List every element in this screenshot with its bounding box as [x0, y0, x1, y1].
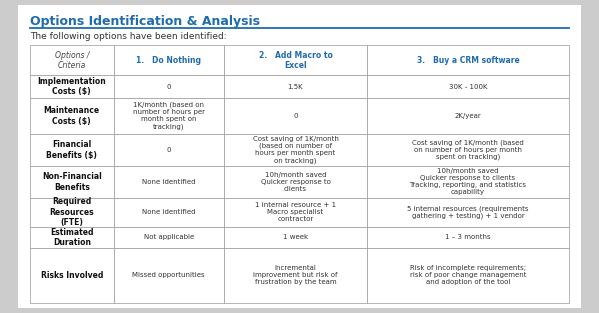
Text: Estimated
Duration: Estimated Duration: [50, 228, 93, 247]
Text: None identified: None identified: [142, 179, 195, 185]
Bar: [367, 75, 569, 98]
Bar: [367, 98, 569, 134]
Bar: [367, 248, 569, 303]
Bar: [30, 98, 114, 134]
Bar: [30, 134, 114, 166]
Text: 2.   Add Macro to
Excel: 2. Add Macro to Excel: [259, 50, 332, 70]
Text: Not applicable: Not applicable: [144, 234, 194, 240]
Text: Options /
Criteria: Options / Criteria: [55, 50, 89, 70]
Bar: [224, 75, 367, 98]
Bar: [224, 166, 367, 198]
Bar: [224, 248, 367, 303]
Bar: [114, 248, 224, 303]
Text: Missed opportunities: Missed opportunities: [132, 272, 205, 278]
Text: Financial
Benefits ($): Financial Benefits ($): [46, 140, 97, 160]
Text: Cost saving of 1K/month (based
on number of hours per month
spent on tracking): Cost saving of 1K/month (based on number…: [412, 139, 524, 160]
Text: 1K/month (based on
number of hours per
month spent on
tracking): 1K/month (based on number of hours per m…: [133, 102, 205, 130]
Bar: [367, 227, 569, 248]
Bar: [367, 134, 569, 166]
Bar: [224, 45, 367, 75]
Bar: [367, 198, 569, 227]
Text: Risks Involved: Risks Involved: [41, 271, 103, 280]
Text: Implementation
Costs ($): Implementation Costs ($): [37, 77, 106, 96]
Text: 1.5K: 1.5K: [288, 84, 303, 90]
Bar: [114, 198, 224, 227]
Bar: [30, 248, 114, 303]
Bar: [30, 75, 114, 98]
Text: The following options have been identified:: The following options have been identifi…: [30, 32, 226, 41]
Text: Cost saving of 1K/month
(based on number of
hours per month spent
on tracking): Cost saving of 1K/month (based on number…: [253, 136, 338, 164]
Text: Required
Resources
(FTE): Required Resources (FTE): [50, 197, 94, 227]
Text: 1 – 3 months: 1 – 3 months: [445, 234, 491, 240]
Bar: [114, 75, 224, 98]
Text: 1 week: 1 week: [283, 234, 308, 240]
Bar: [224, 98, 367, 134]
Bar: [30, 198, 114, 227]
Text: 5 internal resources (requirements
gathering + testing) + 1 vendor: 5 internal resources (requirements gathe…: [407, 205, 529, 219]
Bar: [114, 166, 224, 198]
Text: 0: 0: [167, 84, 171, 90]
Bar: [224, 198, 367, 227]
Text: 30K - 100K: 30K - 100K: [449, 84, 487, 90]
Text: Maintenance
Costs ($): Maintenance Costs ($): [44, 106, 100, 126]
Text: 1.   Do Nothing: 1. Do Nothing: [137, 56, 201, 65]
Bar: [367, 166, 569, 198]
Text: Incremental
improvement but risk of
frustration by the team: Incremental improvement but risk of frus…: [253, 265, 338, 285]
Bar: [224, 134, 367, 166]
Bar: [30, 166, 114, 198]
Bar: [114, 134, 224, 166]
Text: Non-Financial
Benefits: Non-Financial Benefits: [42, 172, 102, 192]
Bar: [30, 45, 114, 75]
Text: None identified: None identified: [142, 209, 195, 215]
Bar: [114, 45, 224, 75]
Bar: [224, 227, 367, 248]
Text: 0: 0: [167, 147, 171, 153]
Bar: [114, 227, 224, 248]
Text: 2K/year: 2K/year: [455, 113, 482, 119]
Bar: [367, 45, 569, 75]
Text: 10h/month saved
Quicker response to clients
Tracking, reporting, and statistics
: 10h/month saved Quicker response to clie…: [410, 168, 527, 195]
Bar: [114, 98, 224, 134]
Bar: [30, 227, 114, 248]
Text: Options Identification & Analysis: Options Identification & Analysis: [30, 15, 260, 28]
Text: 1 internal resource + 1
Macro specialist
contractor: 1 internal resource + 1 Macro specialist…: [255, 202, 336, 222]
Text: 0: 0: [293, 113, 298, 119]
Text: 10h/month saved
Quicker response to
clients: 10h/month saved Quicker response to clie…: [261, 172, 331, 192]
Text: Risk of incomplete requirements;
risk of poor change management
and adoption of : Risk of incomplete requirements; risk of…: [410, 265, 526, 285]
Text: 3.   Buy a CRM software: 3. Buy a CRM software: [416, 56, 519, 65]
